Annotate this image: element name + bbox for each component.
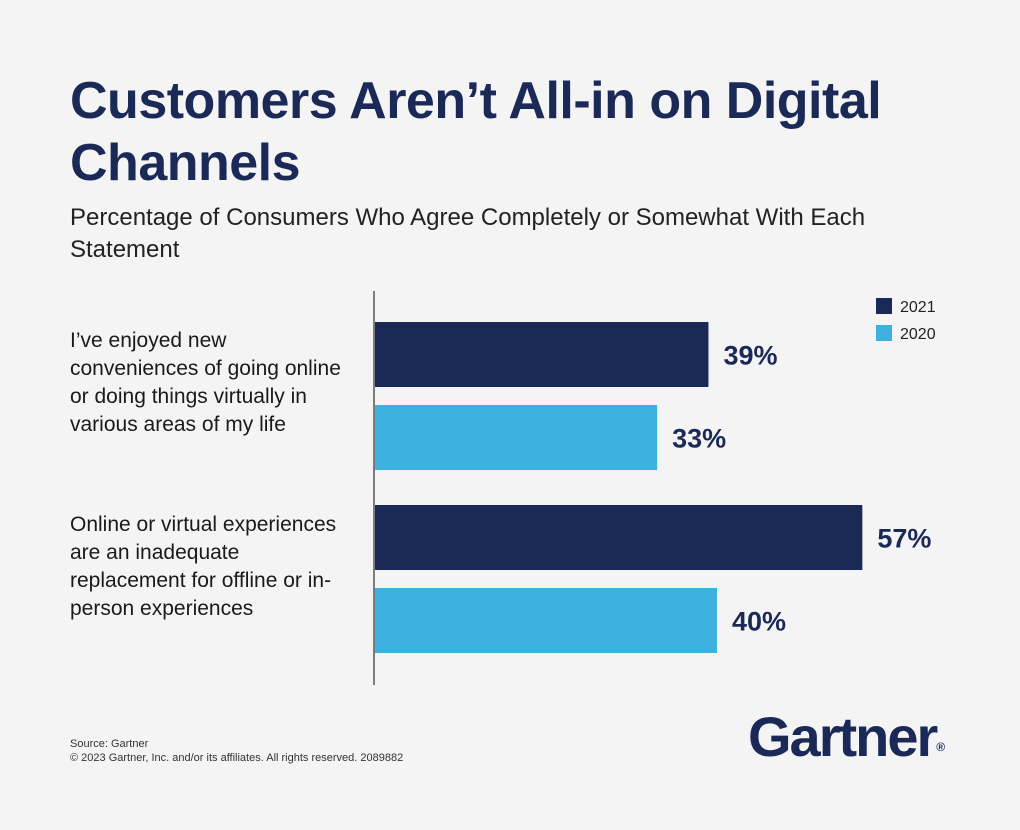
bar-value-2021-cat1: 39%: [723, 341, 777, 371]
legend-label-2021: 2021: [900, 299, 936, 316]
legend: 2021 2020: [876, 298, 936, 343]
bar-2021-cat2: [375, 505, 863, 570]
registered-mark: ®: [936, 740, 946, 754]
legend-label-2020: 2020: [900, 326, 936, 343]
logo-text: Gartner: [748, 705, 938, 768]
chart-subtitle: Percentage of Consumers Who Agree Comple…: [70, 204, 866, 263]
bar-value-2020-cat2: 40%: [732, 607, 786, 637]
bar-value-2021-cat2: 57%: [877, 524, 931, 554]
bar-2020-cat2: [375, 588, 717, 653]
legend-swatch-2020: [876, 325, 892, 341]
bar-chart: 39% 33% 57% 40% 2021 2020: [373, 291, 936, 685]
legend-swatch-2021: [876, 298, 892, 314]
gartner-logo: Gartner®: [748, 704, 945, 770]
category-label-1: I’ve enjoyed new conveniences of going o…: [70, 329, 341, 436]
bar-2021-cat1: [375, 322, 709, 387]
category-label-2: Online or virtual experiences are an ina…: [70, 513, 337, 620]
chart-title: Customers Aren’t All-in on Digital Chann…: [70, 72, 882, 192]
source-note: Source: Gartner: [70, 738, 149, 750]
bar-value-2020-cat1: 33%: [672, 424, 726, 454]
footer: Source: Gartner © 2023 Gartner, Inc. and…: [70, 737, 403, 765]
copyright-note: © 2023 Gartner, Inc. and/or its affiliat…: [70, 752, 404, 764]
bar-2020-cat1: [375, 405, 658, 470]
bars-group: 39% 33% 57% 40%: [375, 322, 931, 653]
